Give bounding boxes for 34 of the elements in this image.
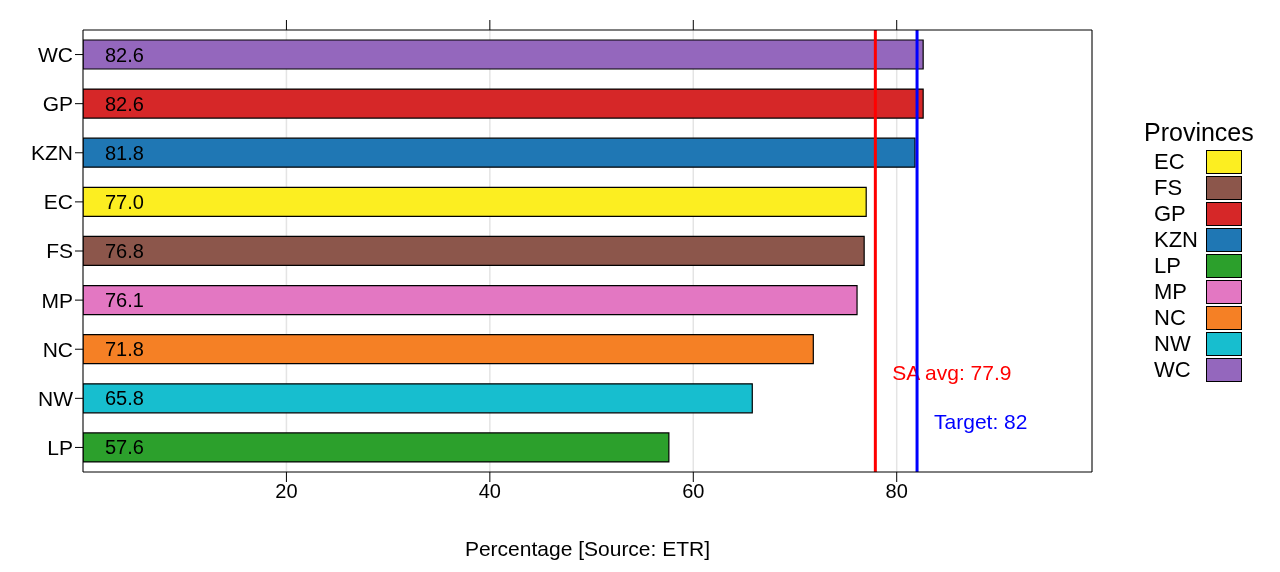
text: 76.8 (105, 239, 144, 262)
legend-label: KZN (1154, 227, 1199, 253)
y-tick-label: MP (41, 288, 73, 312)
y-tick-label: LP (47, 435, 73, 459)
text: 76.1 (105, 289, 144, 312)
y-tick-label: WC (38, 43, 73, 67)
y-tick-label: NW (38, 386, 74, 410)
text: 57.6 (105, 436, 144, 459)
text: 82.6 (105, 92, 144, 115)
legend-label: GP (1154, 201, 1187, 227)
text: 65.8 (105, 387, 144, 410)
x-tick-label: 80 (885, 480, 908, 503)
legend-title: Provinces (1144, 118, 1254, 147)
legend-label: FS (1154, 175, 1184, 201)
y-tick-label: NC (42, 337, 73, 361)
text: 77.0 (105, 190, 144, 213)
legend-label: EC (1154, 149, 1186, 175)
x-tick-label: 40 (478, 480, 501, 503)
x-tick-label: 20 (275, 480, 298, 503)
legend-label: WC (1154, 357, 1192, 383)
text: 81.8 (105, 141, 144, 164)
x-tick-label: 60 (682, 480, 705, 503)
legend-label: NW (1154, 331, 1192, 357)
legend-label: LP (1154, 253, 1182, 279)
y-tick-label: GP (42, 92, 73, 116)
text: 82.6 (105, 43, 144, 66)
y-tick-label: EC (43, 190, 73, 214)
y-tick-label: KZN (31, 141, 73, 165)
legend-label: NC (1154, 305, 1187, 331)
legend-label: MP (1154, 279, 1188, 305)
y-tick-label: FS (46, 239, 73, 263)
ref-line-label: Target: 82 (934, 409, 1028, 433)
x-axis-title: Percentage [Source: ETR] (464, 537, 711, 560)
text: 71.8 (105, 338, 144, 361)
